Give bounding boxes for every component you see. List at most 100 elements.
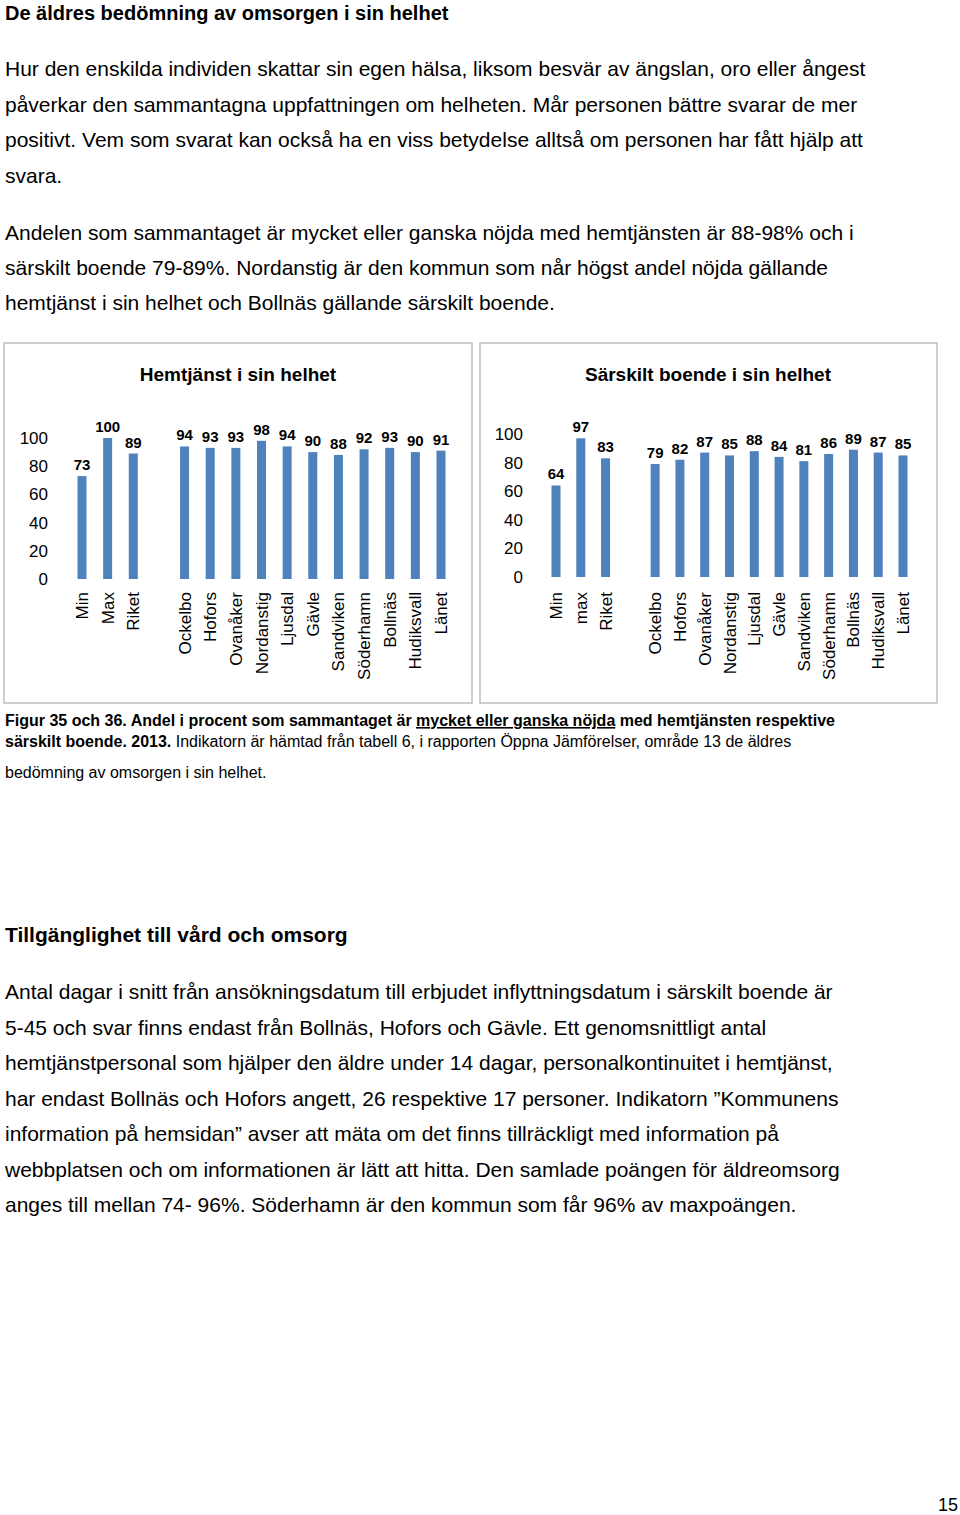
- chart-frame: [4, 343, 472, 703]
- data-label: 98: [253, 421, 270, 438]
- bar: [725, 455, 734, 577]
- category-label: Hofors: [201, 592, 220, 642]
- paragraph-line: Hur den enskilda individen skattar sin e…: [5, 57, 865, 80]
- paragraph-line: anges till mellan 74- 96%. Söderhamn är …: [5, 1193, 796, 1216]
- page: De äldres bedömning av omsorgen i sin he…: [0, 0, 960, 1515]
- caption-line: Figur 35 och 36. Andel i procent som sam…: [5, 712, 835, 729]
- caption-line: särskilt boende. 2013. Indikatorn är häm…: [5, 733, 791, 750]
- data-label: 100: [95, 418, 120, 435]
- caption-segment: Figur 35 och 36. Andel i procent som sam…: [5, 712, 416, 729]
- data-label: 85: [895, 435, 912, 452]
- y-tick-label: 100: [20, 429, 48, 448]
- paragraph-line: information på hemsidan” avser att mäta …: [5, 1122, 779, 1145]
- category-label: Söderhamn: [820, 592, 839, 680]
- chart-title: Hemtjänst i sin helhet: [140, 364, 337, 385]
- bar: [385, 448, 394, 579]
- bar: [824, 454, 833, 577]
- bar: [283, 446, 292, 579]
- y-tick-label: 40: [29, 514, 48, 533]
- category-label: Gävle: [770, 592, 789, 636]
- paragraph-line: webbplatsen och om informationen är lätt…: [4, 1158, 840, 1181]
- heading: De äldres bedömning av omsorgen i sin he…: [5, 2, 449, 24]
- paragraph-line: har endast Bollnäs och Hofors angett, 26…: [5, 1087, 838, 1110]
- data-label: 88: [330, 435, 347, 452]
- category-label: Länet: [894, 592, 913, 635]
- paragraph-line: hemtjänst i sin helhet och Bollnäs gälla…: [5, 291, 555, 314]
- data-label: 79: [647, 444, 664, 461]
- data-label: 85: [721, 435, 738, 452]
- data-label: 90: [304, 432, 321, 449]
- paragraph-line: påverkar den sammantagna uppfattningen o…: [5, 93, 857, 116]
- y-tick-label: 100: [495, 425, 523, 444]
- bar: [700, 453, 709, 577]
- caption-segment: mycket eller ganska nöjda: [416, 712, 615, 729]
- data-label: 82: [672, 440, 689, 457]
- paragraph-line: svara.: [5, 164, 62, 187]
- category-label: Max: [99, 592, 118, 625]
- data-label: 94: [176, 426, 193, 443]
- caption-line: bedömning av omsorgen i sin helhet.: [5, 764, 267, 781]
- category-label: max: [572, 592, 591, 625]
- category-label: Söderhamn: [355, 592, 374, 680]
- bar: [874, 453, 883, 577]
- y-tick-label: 0: [514, 568, 523, 587]
- bar: [411, 452, 420, 579]
- bar: [651, 464, 660, 577]
- bars: [552, 438, 908, 577]
- y-tick-label: 60: [29, 485, 48, 504]
- category-label: Hudiksvall: [406, 592, 425, 669]
- bar: [552, 485, 561, 577]
- category-label: Sandviken: [329, 592, 348, 671]
- data-label: 89: [125, 434, 142, 451]
- category-label: Min: [547, 592, 566, 619]
- category-label: Ovanåker: [227, 592, 246, 666]
- bar: [360, 449, 369, 579]
- data-label: 89: [845, 430, 862, 447]
- bar: [206, 448, 215, 579]
- data-label: 73: [74, 456, 91, 473]
- data-label: 86: [820, 434, 837, 451]
- bar: [129, 454, 138, 579]
- data-label: 93: [228, 428, 245, 445]
- category-label: Min: [73, 592, 92, 619]
- data-label: 87: [696, 433, 713, 450]
- bar: [103, 438, 112, 579]
- category-label: Sandviken: [795, 592, 814, 671]
- data-label: 93: [381, 428, 398, 445]
- y-tick-label: 0: [39, 570, 48, 589]
- category-label: Hudiksvall: [869, 592, 888, 669]
- caption-segment: med hemtjänsten respektive: [615, 712, 835, 729]
- data-label: 88: [746, 431, 763, 448]
- bar: [899, 455, 908, 577]
- data-label: 84: [771, 437, 788, 454]
- bar: [750, 451, 759, 577]
- data-label: 92: [356, 429, 373, 446]
- paragraph-line: Andelen som sammantaget är mycket eller …: [5, 221, 854, 244]
- caption-segment: bedömning av omsorgen i sin helhet.: [5, 764, 267, 781]
- bar: [437, 451, 446, 579]
- bar: [675, 460, 684, 577]
- bar: [334, 455, 343, 579]
- bar: [799, 461, 808, 577]
- data-label: 87: [870, 433, 887, 450]
- bar: [849, 450, 858, 577]
- data-label: 94: [279, 426, 296, 443]
- bar: [775, 457, 784, 577]
- chart-title: Särskilt boende i sin helhet: [585, 364, 832, 385]
- bar: [257, 441, 266, 579]
- paragraph-line: särskilt boende 79-89%. Nordanstig är de…: [5, 256, 828, 279]
- y-tick-label: 60: [504, 482, 523, 501]
- category-label: Länet: [432, 592, 451, 635]
- data-label: 97: [572, 418, 589, 435]
- category-label: Bollnäs: [381, 592, 400, 648]
- category-label: Nordanstig: [253, 592, 272, 674]
- paragraph-line: positivt. Vem som svarat kan också ha en…: [5, 128, 863, 151]
- chart-frame: [480, 343, 937, 703]
- category-label: Gävle: [304, 592, 323, 636]
- bar: [231, 448, 240, 579]
- caption-segment: särskilt boende. 2013.: [5, 733, 171, 750]
- y-tick-label: 20: [29, 542, 48, 561]
- category-label: Ockelbo: [646, 592, 665, 654]
- category-label: Hofors: [671, 592, 690, 642]
- category-label: Ljusdal: [278, 592, 297, 646]
